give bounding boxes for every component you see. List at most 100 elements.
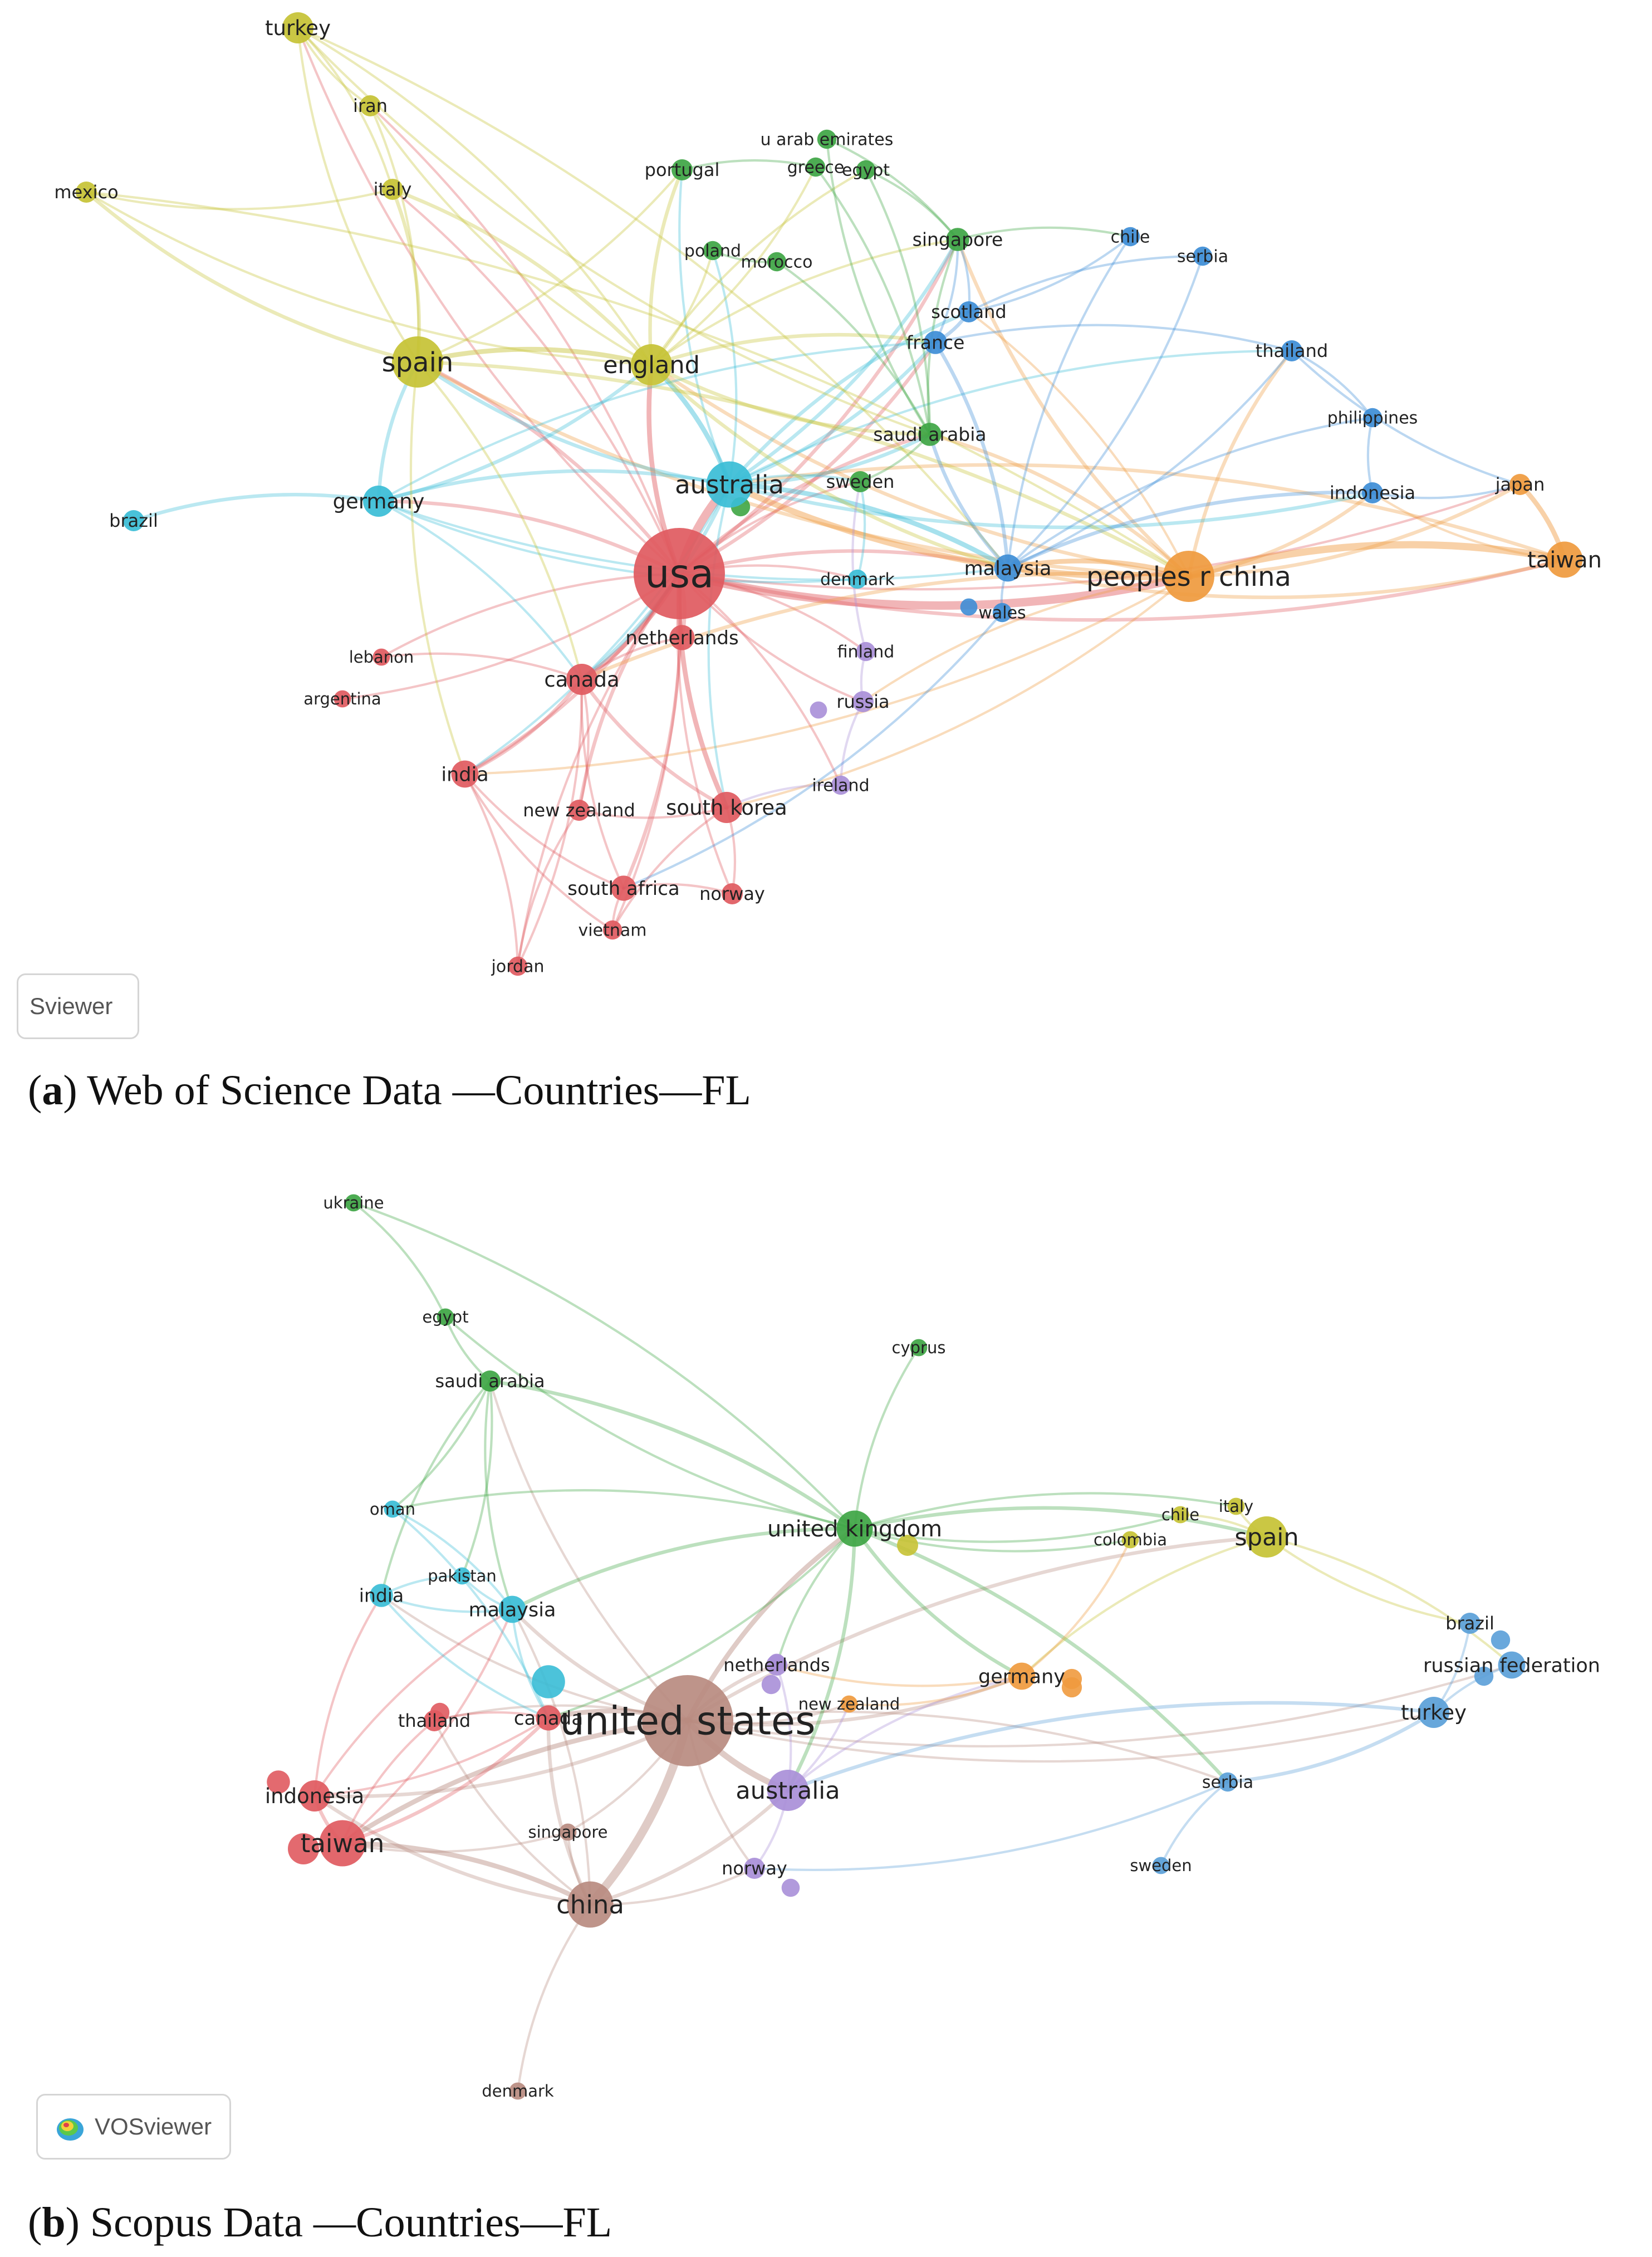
node-taiwan[interactable] bbox=[1546, 541, 1583, 578]
node-poland[interactable] bbox=[703, 241, 723, 261]
node-italy[interactable] bbox=[382, 179, 403, 200]
node-saudi[interactable] bbox=[479, 1370, 501, 1392]
node-southafrica[interactable] bbox=[611, 875, 636, 901]
node-iran[interactable] bbox=[360, 95, 381, 116]
node-finland[interactable] bbox=[856, 642, 876, 662]
node-ukraine[interactable] bbox=[345, 1194, 362, 1212]
node-norway[interactable] bbox=[744, 1858, 765, 1879]
node-serbia[interactable] bbox=[1193, 246, 1213, 266]
node-ireland[interactable] bbox=[831, 775, 851, 795]
node-morocco[interactable] bbox=[767, 252, 787, 272]
node-greece[interactable] bbox=[806, 157, 826, 177]
node-sweden[interactable] bbox=[1152, 1857, 1170, 1874]
node-brazil[interactable] bbox=[123, 510, 144, 531]
node-spain[interactable] bbox=[1246, 1516, 1287, 1558]
edge-australia-portugal bbox=[678, 168, 731, 486]
node-wales[interactable] bbox=[992, 603, 1012, 623]
node-uae[interactable] bbox=[817, 129, 837, 149]
node-us[interactable] bbox=[642, 1675, 733, 1766]
node-philippines[interactable] bbox=[1362, 408, 1383, 428]
node-saudi[interactable] bbox=[918, 423, 942, 446]
vosviewer-logo-b[interactable]: VOSviewer bbox=[36, 2094, 231, 2160]
node-newzealand[interactable] bbox=[840, 1695, 858, 1713]
edge-spain-brazil bbox=[1265, 1535, 1472, 1625]
node-southkorea[interactable] bbox=[711, 792, 742, 823]
node-pakistan[interactable] bbox=[453, 1567, 471, 1585]
unlabeled-node-1[interactable] bbox=[810, 701, 827, 719]
node-serbia[interactable] bbox=[1218, 1772, 1238, 1792]
node-china[interactable] bbox=[567, 1881, 614, 1928]
node-indonesia[interactable] bbox=[299, 1780, 330, 1812]
unlabeled-node-0[interactable] bbox=[897, 1535, 918, 1556]
node-japan[interactable] bbox=[1509, 474, 1531, 495]
unlabeled-node-10[interactable] bbox=[781, 1878, 800, 1897]
edge-usa-singapore bbox=[677, 237, 960, 576]
unlabeled-node-1[interactable] bbox=[532, 1665, 565, 1698]
node-india[interactable] bbox=[370, 1584, 393, 1607]
node-australia[interactable] bbox=[767, 1770, 808, 1811]
node-cyprus[interactable] bbox=[910, 1339, 928, 1357]
label-australia: australia bbox=[736, 1777, 840, 1805]
node-netherlands[interactable] bbox=[766, 1654, 787, 1676]
node-uk[interactable] bbox=[836, 1510, 873, 1547]
node-russia[interactable] bbox=[1498, 1651, 1526, 1679]
node-newzealand[interactable] bbox=[568, 800, 590, 821]
node-sweden[interactable] bbox=[850, 471, 871, 492]
node-prc[interactable] bbox=[1163, 551, 1214, 602]
node-colombia[interactable] bbox=[1121, 1531, 1139, 1549]
edge-prc-australia bbox=[726, 481, 1192, 580]
vosviewer-logo-a[interactable]: Sviewer bbox=[17, 973, 139, 1039]
node-scotland[interactable] bbox=[958, 301, 979, 322]
node-singapore[interactable] bbox=[946, 228, 969, 251]
node-malaysia[interactable] bbox=[994, 554, 1022, 582]
node-usa[interactable] bbox=[634, 528, 725, 619]
node-singapore[interactable] bbox=[559, 1823, 577, 1841]
unlabeled-node-2[interactable] bbox=[960, 598, 978, 616]
node-russia[interactable] bbox=[852, 691, 874, 712]
node-germany[interactable] bbox=[363, 486, 394, 517]
node-thailand[interactable] bbox=[424, 1710, 445, 1731]
node-chile[interactable] bbox=[1171, 1506, 1189, 1524]
edge-usa-italy bbox=[391, 188, 681, 575]
node-malaysia[interactable] bbox=[498, 1595, 526, 1623]
node-canada[interactable] bbox=[566, 664, 597, 695]
node-egypt[interactable] bbox=[437, 1308, 454, 1326]
node-vietnam[interactable] bbox=[602, 920, 622, 940]
node-lebanon[interactable] bbox=[372, 648, 390, 666]
node-turkey[interactable] bbox=[282, 12, 313, 43]
node-mexico[interactable] bbox=[76, 182, 97, 203]
node-germany[interactable] bbox=[1008, 1662, 1036, 1690]
unlabeled-node-8[interactable] bbox=[1474, 1666, 1494, 1686]
node-australia[interactable] bbox=[706, 461, 753, 508]
edge-spain-england bbox=[415, 346, 654, 368]
unlabeled-node-6[interactable] bbox=[1061, 1677, 1082, 1698]
node-italy[interactable] bbox=[1227, 1497, 1245, 1515]
node-spain[interactable] bbox=[392, 336, 443, 388]
node-canada[interactable] bbox=[536, 1705, 561, 1731]
unlabeled-node-3[interactable] bbox=[267, 1770, 290, 1794]
node-chile[interactable] bbox=[1120, 227, 1140, 247]
node-jordan[interactable] bbox=[508, 956, 528, 976]
node-brazil[interactable] bbox=[1459, 1613, 1481, 1634]
node-netherlands[interactable] bbox=[669, 625, 695, 650]
node-egypt[interactable] bbox=[856, 160, 876, 180]
node-oman[interactable] bbox=[384, 1500, 401, 1518]
unlabeled-node-4[interactable] bbox=[288, 1833, 319, 1864]
node-argentina[interactable] bbox=[334, 690, 351, 708]
node-denmark[interactable] bbox=[847, 569, 867, 589]
node-denmark[interactable] bbox=[509, 2082, 527, 2100]
edge-usa-argentina bbox=[341, 572, 681, 701]
node-indonesia[interactable] bbox=[1362, 482, 1383, 503]
node-india[interactable] bbox=[451, 760, 479, 788]
node-taiwan[interactable] bbox=[319, 1820, 366, 1867]
node-france[interactable] bbox=[924, 331, 947, 354]
edge-germany-brazil bbox=[131, 493, 381, 523]
node-norway[interactable] bbox=[722, 883, 743, 904]
unlabeled-node-9[interactable] bbox=[761, 1675, 781, 1695]
node-turkey[interactable] bbox=[1418, 1697, 1449, 1728]
node-thailand[interactable] bbox=[1281, 340, 1302, 361]
edge-australia-germany bbox=[376, 469, 732, 503]
unlabeled-node-7[interactable] bbox=[1491, 1630, 1511, 1650]
node-portugal[interactable] bbox=[671, 159, 693, 180]
node-england[interactable] bbox=[631, 344, 672, 385]
